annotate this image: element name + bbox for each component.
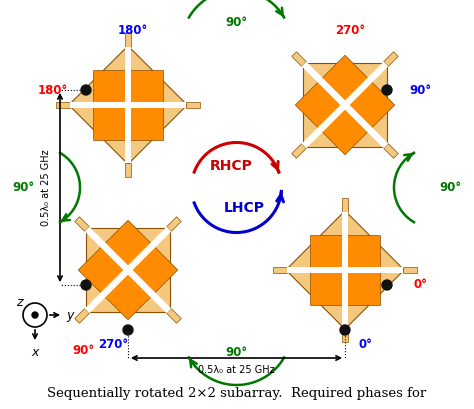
Circle shape bbox=[382, 280, 392, 290]
Polygon shape bbox=[310, 272, 344, 305]
Polygon shape bbox=[292, 52, 306, 66]
Text: 270°: 270° bbox=[335, 23, 365, 36]
Text: 90°: 90° bbox=[72, 344, 94, 357]
Text: y: y bbox=[66, 308, 73, 321]
Polygon shape bbox=[86, 228, 170, 312]
Polygon shape bbox=[292, 144, 306, 158]
Polygon shape bbox=[85, 227, 171, 313]
Polygon shape bbox=[69, 46, 187, 164]
Polygon shape bbox=[342, 212, 348, 328]
Text: 90°: 90° bbox=[439, 181, 461, 194]
Polygon shape bbox=[78, 246, 126, 294]
Polygon shape bbox=[321, 107, 369, 155]
Text: z: z bbox=[16, 297, 22, 310]
Polygon shape bbox=[286, 211, 404, 329]
Polygon shape bbox=[130, 246, 178, 294]
Polygon shape bbox=[75, 309, 89, 323]
Polygon shape bbox=[75, 217, 89, 231]
Polygon shape bbox=[56, 102, 70, 108]
Circle shape bbox=[382, 85, 392, 95]
Circle shape bbox=[81, 85, 91, 95]
Polygon shape bbox=[301, 62, 388, 148]
Text: RHCP: RHCP bbox=[210, 159, 253, 173]
Polygon shape bbox=[93, 70, 127, 103]
Polygon shape bbox=[129, 106, 163, 140]
Text: 0°: 0° bbox=[413, 279, 427, 292]
Text: 90°: 90° bbox=[226, 346, 247, 359]
Polygon shape bbox=[104, 272, 152, 320]
Circle shape bbox=[123, 325, 133, 335]
Polygon shape bbox=[346, 272, 380, 305]
Polygon shape bbox=[70, 102, 186, 108]
Polygon shape bbox=[273, 267, 287, 273]
Polygon shape bbox=[125, 47, 131, 163]
Text: 0°: 0° bbox=[358, 339, 372, 351]
Text: 180°: 180° bbox=[38, 83, 68, 97]
Polygon shape bbox=[342, 198, 348, 212]
Polygon shape bbox=[303, 63, 387, 147]
Polygon shape bbox=[186, 102, 200, 108]
Text: 90°: 90° bbox=[226, 16, 247, 29]
Polygon shape bbox=[321, 55, 369, 103]
Text: 0.5λ₀ at 25 GHz: 0.5λ₀ at 25 GHz bbox=[198, 365, 275, 375]
Polygon shape bbox=[383, 52, 398, 66]
Polygon shape bbox=[383, 144, 398, 158]
Polygon shape bbox=[167, 309, 181, 323]
Text: 180°: 180° bbox=[118, 23, 148, 36]
Polygon shape bbox=[129, 70, 163, 103]
Circle shape bbox=[340, 325, 350, 335]
Circle shape bbox=[32, 312, 38, 318]
Polygon shape bbox=[93, 106, 127, 140]
Polygon shape bbox=[346, 235, 380, 268]
Polygon shape bbox=[85, 227, 171, 313]
Text: LHCP: LHCP bbox=[224, 200, 265, 214]
Polygon shape bbox=[342, 328, 348, 342]
Text: 90°: 90° bbox=[409, 83, 431, 97]
Circle shape bbox=[81, 280, 91, 290]
Text: 0.5λ₀ at 25 GHz: 0.5λ₀ at 25 GHz bbox=[41, 149, 51, 226]
Polygon shape bbox=[287, 267, 403, 273]
Polygon shape bbox=[167, 217, 181, 231]
Polygon shape bbox=[295, 81, 343, 129]
Polygon shape bbox=[104, 220, 152, 268]
Polygon shape bbox=[310, 235, 344, 268]
Text: 90°: 90° bbox=[13, 181, 35, 194]
Polygon shape bbox=[125, 33, 131, 47]
Polygon shape bbox=[347, 81, 395, 129]
Text: Sequentially rotated 2×2 subarray.  Required phases for: Sequentially rotated 2×2 subarray. Requi… bbox=[47, 387, 427, 400]
Polygon shape bbox=[301, 62, 388, 148]
Text: 270°: 270° bbox=[98, 339, 128, 351]
Text: x: x bbox=[31, 346, 39, 360]
Polygon shape bbox=[403, 267, 417, 273]
Polygon shape bbox=[125, 163, 131, 177]
